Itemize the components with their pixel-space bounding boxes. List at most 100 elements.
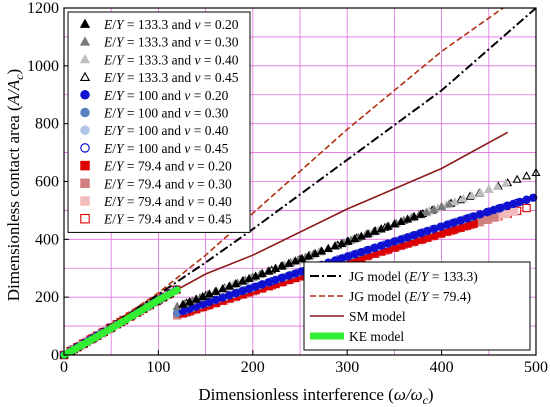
y-tick-label: 600 <box>35 174 59 191</box>
y-tick-label: 1200 <box>27 0 59 17</box>
data-point <box>204 289 214 298</box>
legend-entry: JG model (E/Y = 79.4) <box>310 289 471 304</box>
data-point <box>370 226 380 235</box>
legend-entry: E/Y = 79.4 and ν = 0.20 <box>80 159 232 174</box>
x-tick-label: 400 <box>430 359 454 376</box>
data-point <box>257 268 267 277</box>
data-point <box>376 224 386 233</box>
data-point <box>317 246 327 255</box>
data-point <box>403 214 413 223</box>
legend-left: E/Y = 133.3 and ν = 0.20 E/Y = 133.3 and … <box>67 11 251 233</box>
data-point <box>297 253 307 262</box>
x-tick-label: 500 <box>524 359 548 376</box>
data-point <box>244 273 254 283</box>
legend-marker <box>80 178 90 189</box>
legend-entry: E/Y = 133.3 and ν = 0.40 <box>79 52 239 67</box>
data-point <box>396 216 406 226</box>
data-point <box>310 248 320 257</box>
legend-right: JG model (E/Y = 133.3) JG model (E/Y = 79… <box>303 261 531 351</box>
legend-label: E/Y = 133.3 and ν = 0.20 <box>103 17 239 32</box>
data-point <box>492 181 502 190</box>
y-tick-label: 800 <box>35 116 59 133</box>
legend-label: E/Y = 100 and ν = 0.45 <box>103 141 229 156</box>
legend-entry: E/Y = 100 and ν = 0.30 <box>80 106 229 121</box>
data-point <box>303 251 314 260</box>
data-point <box>458 194 468 203</box>
legend-label: E/Y = 133.3 and ν = 0.45 <box>103 70 239 85</box>
y-tick-label: 400 <box>35 231 59 248</box>
data-point <box>290 256 300 265</box>
data-point <box>510 207 519 216</box>
data-point <box>172 301 182 311</box>
legend-label: E/Y = 100 and ν = 0.20 <box>103 88 229 103</box>
x-tick-label: 200 <box>241 359 265 376</box>
series-layer <box>59 7 541 360</box>
line-jg-model-79-4 <box>63 7 504 356</box>
data-point <box>350 233 360 243</box>
legend-left-box <box>67 11 251 233</box>
data-point <box>421 207 432 216</box>
y-tick-label: 0 <box>51 347 59 364</box>
data-point <box>264 266 274 275</box>
data-point <box>224 281 234 290</box>
legend-entry: E/Y = 79.4 and ν = 0.30 <box>80 176 232 191</box>
x-tick-label: 0 <box>60 359 68 376</box>
legend-label: KE model <box>349 329 404 344</box>
data-point <box>237 276 247 285</box>
legend-label: E/Y = 79.4 and ν = 0.20 <box>103 159 232 174</box>
data-point <box>522 203 531 213</box>
legend-marker <box>80 213 90 224</box>
data-point <box>178 299 188 308</box>
legend-label: E/Y = 100 and ν = 0.40 <box>103 123 229 138</box>
data-point <box>512 174 522 183</box>
legend-label: E/Y = 100 and ν = 0.30 <box>103 106 229 121</box>
ticks: 0 100 200 300 400 500 0 200 400 600 800 1000 1200 <box>27 0 548 376</box>
data-point <box>211 286 221 295</box>
legend-entry: E/Y = 79.4 and ν = 0.45 <box>80 212 232 227</box>
data-point <box>501 178 511 187</box>
legend-label: SM model <box>349 309 406 324</box>
data-point <box>475 187 485 197</box>
data-point <box>284 258 294 267</box>
legend-label: E/Y = 133.3 and ν = 0.40 <box>103 52 239 67</box>
legend-marker <box>80 160 90 171</box>
data-point <box>416 209 426 218</box>
data-point <box>363 229 373 238</box>
legend-label: E/Y = 133.3 and ν = 0.30 <box>103 35 239 50</box>
legend-entry: JG model (E/Y = 133.3) <box>310 269 478 284</box>
legend-entry: KE model <box>310 329 404 344</box>
x-axis-label: Dimensionless interference (ω/ωc) <box>198 385 433 407</box>
legend-label: JG model (E/Y = 79.4) <box>349 289 471 304</box>
legend-entry: SM model <box>310 309 406 324</box>
data-point <box>343 236 353 245</box>
data-point <box>277 261 287 270</box>
data-point <box>429 204 439 213</box>
x-tick-label: 100 <box>146 359 170 376</box>
legend-label: E/Y = 79.4 and ν = 0.45 <box>103 212 232 227</box>
data-point <box>484 184 494 193</box>
data-point <box>191 294 201 303</box>
legend-label: E/Y = 79.4 and ν = 0.30 <box>103 176 232 191</box>
legend-marker <box>79 18 91 28</box>
legend-entry: E/Y = 133.3 and ν = 0.30 <box>79 35 239 50</box>
legend-marker <box>80 125 90 135</box>
legend-label: JG model (E/Y = 133.3) <box>349 269 478 284</box>
data-point <box>522 171 532 180</box>
data-point <box>389 219 399 228</box>
y-axis-label: Dimensionless contact area (A/Ac) <box>4 69 26 301</box>
legend-marker <box>79 54 91 64</box>
data-point <box>323 243 333 253</box>
legend-marker <box>80 90 90 100</box>
data-point <box>198 291 208 300</box>
data-point <box>330 241 340 250</box>
legend-marker <box>80 107 90 118</box>
data-point <box>490 213 499 222</box>
legend-label: E/Y = 79.4 and ν = 0.40 <box>103 194 232 209</box>
data-point <box>482 215 492 224</box>
data-point <box>409 212 419 221</box>
x-tick-label: 300 <box>335 359 359 376</box>
grid <box>64 8 536 355</box>
legend-entry: E/Y = 133.3 and ν = 0.45 <box>79 70 239 85</box>
legend-marker <box>79 36 91 46</box>
data-point <box>467 190 477 200</box>
